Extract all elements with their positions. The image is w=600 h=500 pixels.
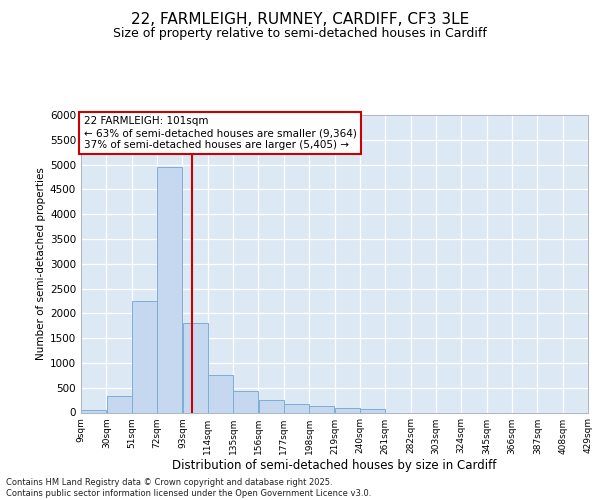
Text: 22 FARMLEIGH: 101sqm
← 63% of semi-detached houses are smaller (9,364)
37% of se: 22 FARMLEIGH: 101sqm ← 63% of semi-detac… xyxy=(83,116,356,150)
Bar xyxy=(233,391,258,412)
Bar xyxy=(182,324,208,412)
Text: Contains HM Land Registry data © Crown copyright and database right 2025.
Contai: Contains HM Land Registry data © Crown c… xyxy=(6,478,371,498)
Bar xyxy=(284,404,309,412)
Bar xyxy=(335,408,359,412)
Bar xyxy=(310,406,334,412)
Bar xyxy=(157,167,182,412)
Text: Size of property relative to semi-detached houses in Cardiff: Size of property relative to semi-detach… xyxy=(113,28,487,40)
Text: 22, FARMLEIGH, RUMNEY, CARDIFF, CF3 3LE: 22, FARMLEIGH, RUMNEY, CARDIFF, CF3 3LE xyxy=(131,12,469,28)
Bar xyxy=(132,301,157,412)
Y-axis label: Number of semi-detached properties: Number of semi-detached properties xyxy=(36,168,46,360)
Bar xyxy=(107,396,131,412)
Bar xyxy=(360,408,385,412)
X-axis label: Distribution of semi-detached houses by size in Cardiff: Distribution of semi-detached houses by … xyxy=(172,460,497,472)
Bar xyxy=(259,400,284,412)
Bar xyxy=(208,376,233,412)
Bar xyxy=(81,410,106,412)
